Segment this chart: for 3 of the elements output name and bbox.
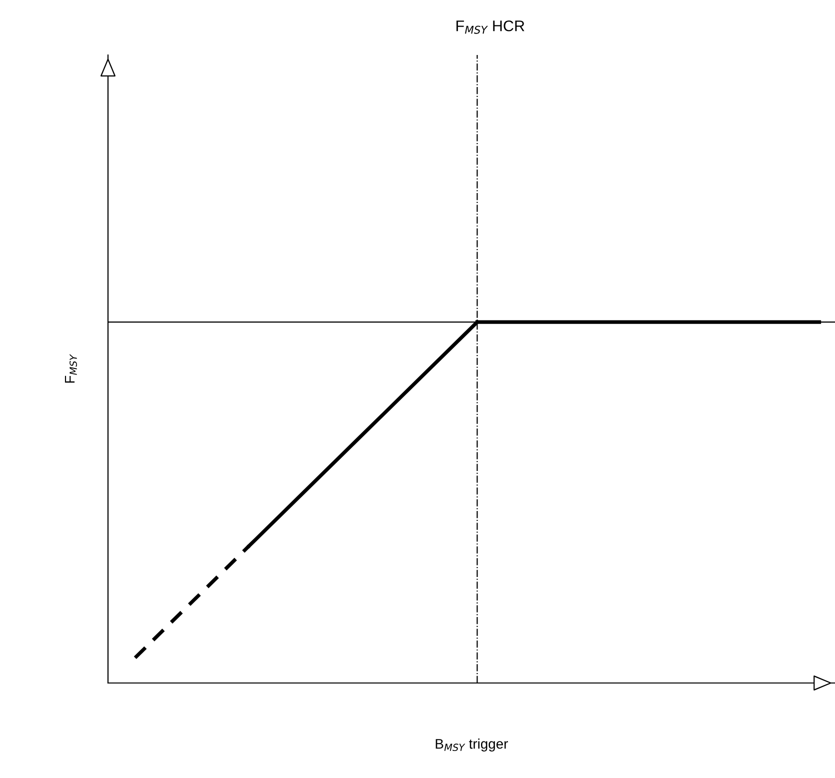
y-axis-title: F$_{MSY}$ xyxy=(64,354,77,383)
chart-title: F$_{MSY}$ HCR xyxy=(456,20,524,34)
x-axis-title: B$_{MSY}$ trigger xyxy=(436,738,508,752)
